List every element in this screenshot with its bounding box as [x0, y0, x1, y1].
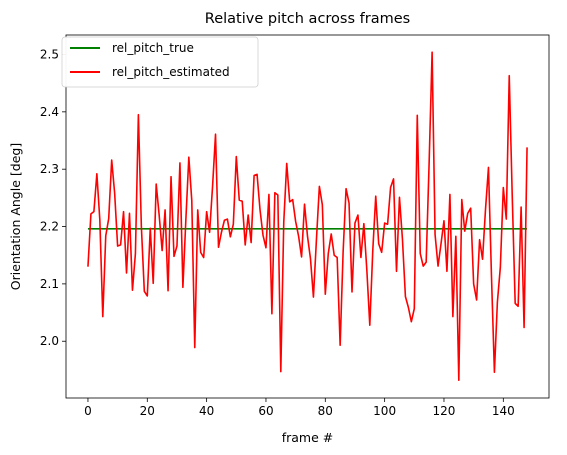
- legend: rel_pitch_true rel_pitch_estimated: [62, 37, 258, 87]
- x-tick-label: 0: [84, 404, 92, 418]
- y-tick-label: 2.2: [40, 220, 59, 234]
- x-tick-label: 100: [373, 404, 396, 418]
- y-tick-label: 2.4: [40, 105, 59, 119]
- x-tick-label: 60: [258, 404, 273, 418]
- x-tick-label: 20: [140, 404, 155, 418]
- y-tick-label: 2.1: [40, 277, 59, 291]
- x-tick-label: 40: [199, 404, 214, 418]
- x-axis-label: frame #: [282, 430, 334, 445]
- y-tick-label: 2.3: [40, 162, 59, 176]
- y-tick-label: 2.0: [40, 334, 59, 348]
- x-tick-label: 120: [433, 404, 456, 418]
- legend-label-rel-pitch-estimated: rel_pitch_estimated: [112, 65, 230, 79]
- x-tick-label: 140: [492, 404, 515, 418]
- chart-title: Relative pitch across frames: [205, 11, 410, 27]
- legend-label-rel-pitch-true: rel_pitch_true: [112, 41, 194, 55]
- y-tick-label: 2.5: [40, 47, 59, 61]
- y-axis-label: Orientation Angle [deg]: [8, 143, 23, 290]
- x-tick-label: 80: [318, 404, 333, 418]
